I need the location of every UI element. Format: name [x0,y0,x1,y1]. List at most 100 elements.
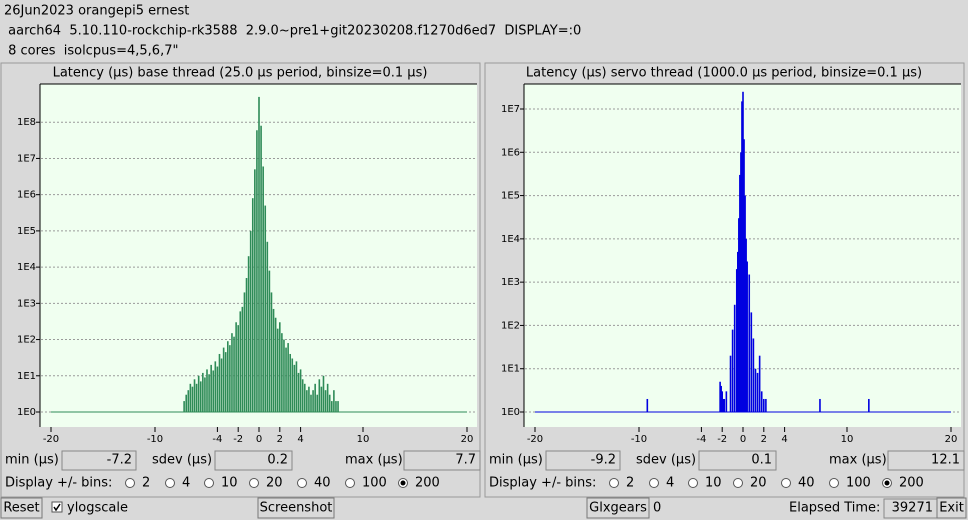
stat-label: sdev (µs) [636,453,696,468]
histogram-bar [765,398,767,412]
radio-label[interactable]: 200 [415,476,440,491]
stat-label: min (µs) [5,453,59,468]
histogram-bar [310,394,312,412]
y-tick-label: 1E6 [501,147,520,158]
histogram-bar [868,398,870,412]
histogram-bar [281,333,283,412]
radio-label[interactable]: 4 [666,476,674,491]
radio-button[interactable] [649,478,659,488]
radio-label[interactable]: 100 [846,476,871,491]
radio-label[interactable]: 200 [899,476,924,491]
radio-label[interactable]: 2 [626,476,634,491]
radio-label[interactable]: 100 [362,476,387,491]
field-value: 0.2 [267,453,288,468]
radio-button[interactable] [297,478,307,488]
histogram-bar [279,322,281,412]
histogram-bar [193,379,196,412]
radio-button[interactable] [609,478,619,488]
radio-label[interactable]: 10 [705,476,722,491]
y-tick-label: 1E5 [501,191,520,202]
y-tick-label: 1E2 [501,320,520,331]
histogram-bar [247,256,250,412]
histogram-bar [256,130,258,413]
radio-label[interactable]: 40 [314,476,331,491]
x-tick-label: -20 [43,434,59,445]
histogram-bar [743,139,745,413]
checkbox-label[interactable]: ylogscale [67,501,128,516]
x-tick-label: 20 [945,434,958,445]
x-tick-label: -10 [147,434,163,445]
histogram-bar [742,91,744,413]
histogram-bar [191,386,194,412]
histogram-bar [322,375,325,412]
histogram-bar [214,361,217,412]
y-tick-label: 1E1 [17,371,36,382]
histogram-bar [326,383,329,412]
histogram-bar [220,358,223,412]
y-tick-label: 1E4 [17,262,36,273]
histogram-bar [739,174,741,412]
button-label[interactable]: Glxgears [589,501,647,516]
radio-label[interactable]: 20 [266,476,283,491]
histogram-bar [285,347,287,412]
text-field [61,450,137,471]
histogram-bar [752,338,755,412]
radio-button[interactable] [733,478,743,488]
radio-label[interactable]: 10 [221,476,238,491]
button-label[interactable]: Exit [939,501,964,516]
radio-label[interactable]: 40 [798,476,815,491]
histogram-bar [241,306,244,412]
histogram-bar [746,261,748,412]
button[interactable] [586,497,650,519]
histogram-bar [208,374,210,412]
y-tick-label: 1E7 [501,104,520,115]
histogram-bar [243,292,246,412]
field-value: -7.2 [107,453,132,468]
radio-button[interactable] [829,478,839,488]
radio-label[interactable]: 20 [750,476,767,491]
histogram-bar [756,372,759,412]
radio-button[interactable] [249,478,259,488]
radio-label[interactable]: 2 [142,476,150,491]
histogram-bar [266,241,269,412]
histogram-bar [268,270,271,412]
histogram-bar [210,364,212,412]
histogram-bar [287,343,289,412]
radio-label[interactable]: 4 [182,476,190,491]
histogram-bar [224,352,227,412]
histogram-bar [735,269,738,412]
radio-button[interactable] [165,478,175,488]
histogram-bar [251,198,254,412]
y-tick-label: 1E3 [501,277,520,288]
radio-button[interactable] [125,478,135,488]
check-mark [53,503,61,512]
histogram-bar [721,391,723,412]
elapsed-label: Elapsed Time: [789,501,880,516]
radio-button[interactable] [345,478,355,488]
field-value: 7.7 [455,453,476,468]
radio-button[interactable] [204,478,214,488]
x-tick-label: 0 [740,434,746,445]
radio-button[interactable] [688,478,698,488]
button[interactable] [0,497,43,519]
histogram-bar [274,317,277,412]
x-tick-label: 20 [461,434,474,445]
histogram-bar [819,398,821,412]
checkbox[interactable] [51,501,63,513]
histogram-bar [301,379,304,412]
histogram-bar [719,381,721,412]
histogram-bar [337,401,339,412]
button[interactable] [257,497,335,519]
button-label[interactable]: Reset [3,501,39,516]
histogram-bar [262,166,264,412]
radio-button[interactable] [781,478,791,488]
button-label[interactable]: Screenshot [260,501,333,516]
histogram-bar [324,390,327,412]
histogram-bar [235,322,237,412]
field-value: 0.1 [751,453,772,468]
y-tick-label: 1E7 [17,153,36,164]
bins-label: Display +/- bins: [5,476,112,491]
x-tick-label: 4 [297,434,303,445]
button[interactable] [936,497,967,519]
